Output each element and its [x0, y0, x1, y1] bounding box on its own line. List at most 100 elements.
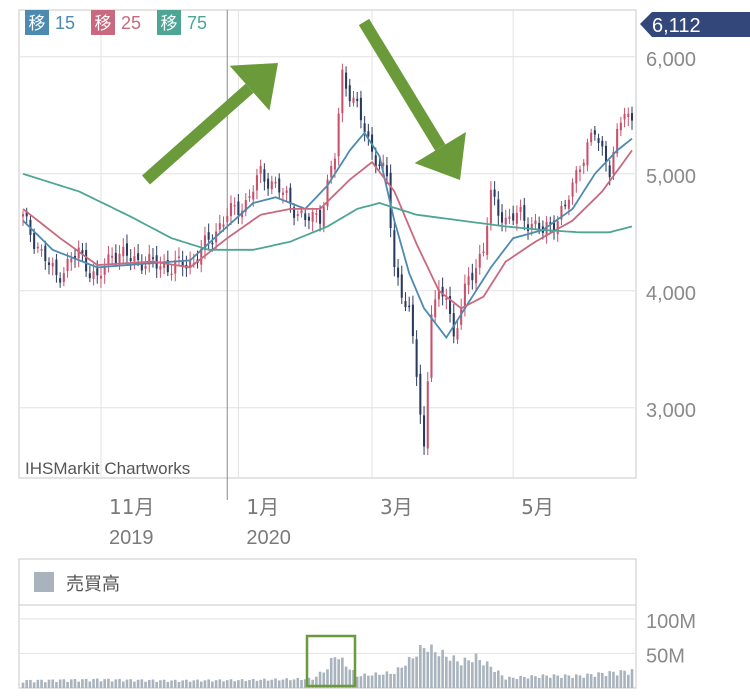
candle-body	[489, 189, 492, 224]
candle-body	[337, 113, 340, 157]
candle-body	[512, 213, 515, 221]
volume-bar	[355, 676, 359, 688]
candle	[85, 242, 88, 277]
volume-bar	[199, 681, 203, 688]
volume-bar	[289, 680, 292, 688]
volume-bar	[296, 677, 300, 688]
candle	[92, 263, 95, 286]
last-price-tag-bg	[640, 12, 750, 37]
volume-bar	[626, 674, 630, 688]
candle	[630, 106, 634, 130]
candle	[77, 240, 80, 268]
volume-highlight-box	[305, 634, 357, 688]
volume-bar	[422, 648, 426, 688]
candle-body	[345, 72, 348, 89]
volume-bar	[300, 679, 303, 688]
volume-bar	[47, 679, 51, 688]
candle	[504, 209, 507, 232]
candle-body	[333, 158, 336, 170]
volume-bar	[560, 677, 563, 688]
x-tick-month: 1月	[246, 495, 279, 519]
candle-body	[497, 199, 500, 216]
candle-body	[55, 259, 58, 276]
candle	[99, 267, 103, 288]
candle	[612, 146, 615, 180]
volume-bar	[229, 679, 233, 688]
moving-average-75-line	[22, 172, 633, 251]
candle	[627, 107, 630, 127]
candle-body	[426, 381, 429, 449]
candle-body	[616, 128, 619, 154]
candle-body	[623, 113, 626, 120]
candle-body	[430, 314, 433, 378]
candle-body	[482, 251, 485, 254]
candle-body	[534, 220, 537, 225]
candle	[44, 240, 47, 270]
arrow-shaft	[142, 83, 254, 185]
candle	[467, 267, 470, 295]
candle-body	[597, 138, 600, 143]
candle-body	[70, 258, 73, 263]
candle	[177, 247, 180, 267]
legend-item-ma-25: 移 25	[91, 10, 141, 35]
volume-bar	[593, 676, 597, 688]
volume-bar	[400, 667, 404, 688]
candle	[47, 257, 51, 275]
volume-bar	[114, 679, 118, 688]
candle	[385, 156, 388, 185]
source-label: IHSMarkit Chartworks	[25, 459, 190, 478]
volume-bar	[567, 675, 571, 688]
candle-body	[252, 191, 255, 200]
candle-body	[151, 257, 154, 259]
candle	[293, 203, 296, 226]
candle-body	[567, 199, 570, 209]
candle-body	[293, 207, 296, 218]
candle	[560, 200, 563, 226]
candle-body	[85, 249, 88, 272]
candle-body	[133, 256, 136, 262]
candle	[189, 251, 192, 275]
volume-bar	[523, 676, 526, 688]
candle-body	[233, 204, 236, 207]
arrow-head	[414, 131, 466, 180]
volume-bar	[471, 662, 474, 688]
volume-bar	[337, 659, 340, 688]
volume-bar	[545, 675, 548, 688]
candle-body	[404, 301, 407, 308]
candle-body	[114, 252, 117, 264]
volume-bar	[493, 671, 496, 688]
candle-body	[552, 220, 556, 231]
volume-bar	[95, 678, 99, 688]
volume-bar	[474, 653, 478, 688]
candle	[285, 185, 288, 203]
volume-bar	[118, 678, 121, 688]
candle-body	[504, 217, 507, 225]
candle-body	[103, 266, 106, 275]
x-tick-year: 2020	[246, 527, 291, 549]
volume-bar	[619, 670, 623, 688]
volume-bar	[556, 675, 560, 688]
volume-bar	[248, 680, 251, 688]
candle	[174, 250, 177, 282]
candle	[564, 199, 567, 210]
candle-body	[419, 373, 422, 415]
candle	[397, 259, 400, 286]
legend-period: 75	[187, 13, 207, 33]
candle-body	[107, 254, 110, 265]
volume-bar	[623, 670, 626, 688]
volume-bar	[36, 679, 40, 688]
candle	[59, 272, 62, 288]
candle-body	[207, 232, 210, 240]
candle-body	[604, 145, 608, 163]
volume-bar	[285, 678, 288, 688]
legend-badge	[25, 10, 49, 35]
candle	[248, 189, 251, 202]
candle-body	[478, 253, 481, 268]
candle-body	[307, 216, 310, 221]
candle	[411, 295, 414, 344]
candle	[471, 263, 474, 290]
volume-bar	[315, 676, 318, 688]
candle	[278, 173, 281, 200]
volume-bar	[630, 669, 634, 688]
volume-bar	[144, 681, 147, 688]
